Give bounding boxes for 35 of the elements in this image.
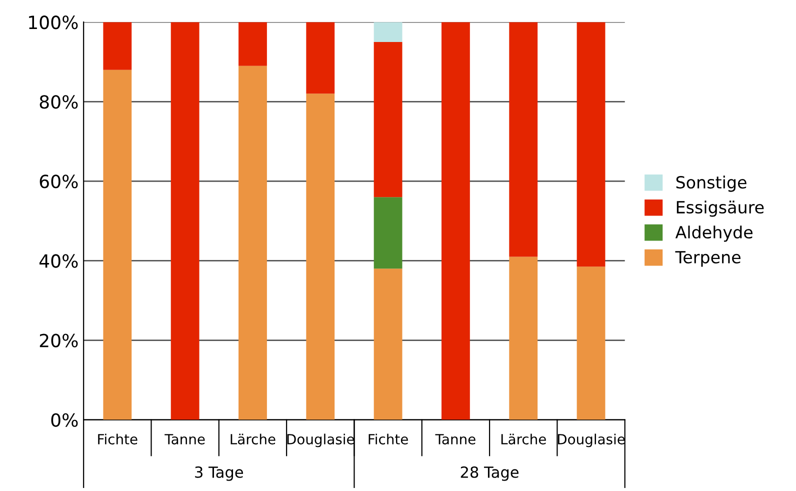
legend-label: Sonstige — [676, 176, 746, 192]
x-tick-label: Fichte — [368, 434, 408, 444]
bar — [576, 22, 606, 267]
y-tick-label: 60% — [40, 174, 78, 188]
bar — [170, 22, 200, 420]
text: 28 Tage — [460, 466, 519, 481]
legend-label: Essigsäure — [676, 200, 764, 217]
bar — [306, 94, 335, 420]
bar — [103, 70, 132, 420]
text: 3 Tage — [195, 466, 244, 481]
legend-label: Terpene — [675, 251, 740, 267]
bar — [374, 197, 402, 269]
x-tick-label: Fichte — [98, 434, 138, 444]
y-tick-label: 20% — [40, 334, 78, 348]
bar — [374, 268, 402, 420]
x-tick-label: Lärche — [501, 434, 546, 444]
y-tick-label: 100% — [29, 16, 78, 30]
bar — [442, 22, 470, 420]
bar — [509, 256, 538, 420]
y-tick-label: 40% — [39, 254, 78, 268]
bar — [238, 22, 267, 66]
x-tick-label: Tanne — [435, 434, 476, 444]
bar — [576, 266, 606, 420]
bar — [374, 22, 402, 42]
x-tick-label: Lärche — [230, 434, 276, 444]
legend-label: Aldehyde — [675, 226, 753, 242]
x-tick-label: Tanne — [164, 434, 205, 444]
bar — [509, 22, 538, 257]
y-tick-label: 80% — [40, 95, 78, 109]
bar — [103, 22, 132, 70]
x-tick-label: Douglasie — [558, 434, 625, 448]
bar — [238, 66, 267, 420]
bar — [306, 22, 335, 94]
y-tick-label: 0% — [51, 413, 78, 427]
bar — [374, 42, 402, 198]
